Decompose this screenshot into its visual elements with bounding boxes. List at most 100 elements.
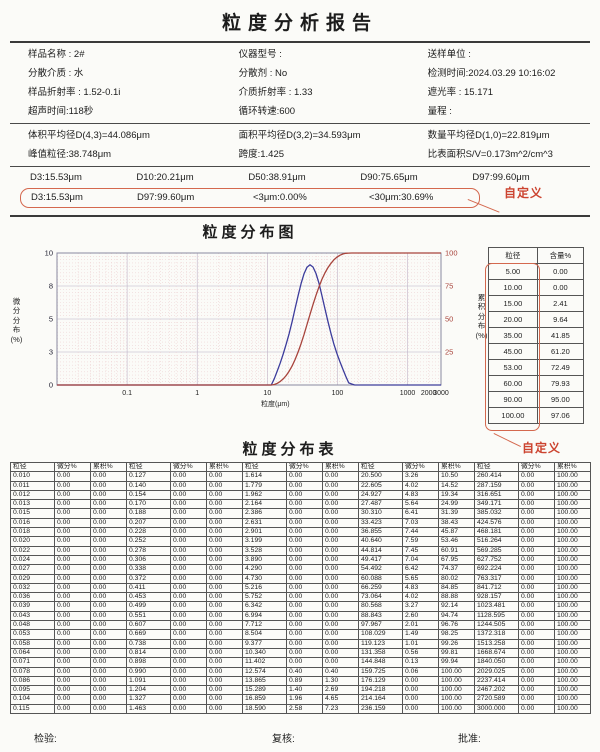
y-right-tick-label: 100 [445,249,458,258]
diff-cell: 0.00 [286,564,323,575]
diff-cell: 0.00 [170,536,207,547]
chart-ylabel-right: 累积分布(%) [475,293,488,340]
cum-cell: 0.00 [206,592,243,603]
diff-cell: 0.00 [518,517,555,529]
cum-cell: 0.00 [90,480,127,491]
table-section-title: 粒度分布表 [242,441,338,458]
size-cell: 0.013 [10,499,55,510]
custom-d-value: <3μm:0.00% [253,192,307,203]
diff-cell: 0.00 [54,610,91,622]
diff-cell: 0.40 [286,666,323,677]
size-cell: 159.725 [358,666,403,677]
size-cell: 0.170 [126,499,171,510]
report-title: 粒度分析报告 [221,13,378,34]
info-field: 样品名称 : 2# [28,49,85,60]
table-row: 0.104 0.00 0.00 1.327 0.00 0.00 16.859 1.96 4.65… [10,694,591,705]
table-row: 0.022 0.00 0.00 0.278 0.00 0.00 3.528 0.00 0.00 4… [10,545,591,556]
cum-cell: 100.00 [554,629,591,640]
diff-cell: 0.00 [170,471,207,482]
diff-cell: 0.00 [54,592,91,603]
table-cell: 0.00 [536,263,585,280]
size-cell: 44.814 [358,545,403,556]
inspector-label: 检验: [34,734,57,746]
cum-cell: 0.00 [322,554,359,566]
size-cell: 0.306 [126,554,171,566]
diff-cell: 0.00 [286,657,323,668]
diff-cell: 0.00 [286,647,323,659]
table-cell: 35.00 [488,327,538,344]
size-cell: 0.058 [10,638,55,649]
diff-cell: 0.00 [170,638,207,649]
table-row: 0.029 0.00 0.00 0.372 0.00 0.00 4.730 0.00 0.00 6… [10,573,591,584]
table-cell: 45.00 [488,343,538,360]
cum-cell: 67.95 [438,554,475,566]
size-cell: 0.043 [10,610,55,622]
diff-cell: 0.00 [170,666,207,677]
diff-cell: 0.00 [170,489,207,501]
size-cell: 287.159 [474,480,519,491]
size-cell: 0.095 [10,685,55,696]
size-cell: 316.651 [474,489,519,501]
diff-cell: 1.40 [286,685,323,696]
table-cell: 100.00 [488,407,538,424]
cum-cell: 0.00 [90,471,127,482]
cum-cell: 100.00 [554,554,591,566]
size-cell: 0.411 [126,582,171,594]
cum-cell: 0.00 [90,675,127,687]
diff-cell: 0.00 [286,480,323,491]
cum-cell: 31.39 [438,508,475,519]
size-cell: 12.574 [242,666,287,677]
mean-size-value: 数量平均径D(1,0)=22.819μm [427,130,550,141]
cum-cell: 0.00 [206,638,243,649]
diff-cell: 0.00 [170,582,207,594]
table-row: 0.011 0.00 0.00 0.140 0.00 0.00 1.779 0.00 0.00 2… [10,480,591,491]
column-header: 粒径 [358,461,403,473]
size-cell: 108.029 [358,629,403,640]
custom-d-value: <30μm:30.69% [369,192,434,203]
cum-cell: 45.87 [438,527,475,538]
custom-annotation-label: 自定义 [504,186,544,200]
diff-cell: 0.00 [170,675,207,687]
diff-cell: 0.00 [518,694,555,705]
diff-cell: 0.00 [518,480,555,491]
table-row: 0.015 0.00 0.00 0.188 0.00 0.00 2.386 0.00 0.00 3… [10,508,591,519]
cum-cell: 0.00 [322,545,359,556]
size-cell: 131.358 [358,647,403,659]
cum-cell: 100.00 [554,508,591,519]
mean-size-grid: 体积平均径D(4,3)=44.086μm 面积平均径D(3,2)=34.593μm… [10,126,590,164]
cum-cell: 0.00 [206,564,243,575]
differential-curve [57,264,441,386]
info-field: 样品折射率 : 1.52-0.1i [28,87,121,98]
size-cell: 0.086 [10,675,55,687]
x-tick-label: 0.1 [122,390,132,397]
size-cell: 3.199 [242,536,287,547]
size-cell: 0.024 [10,554,55,566]
diff-cell: 4.02 [402,480,439,491]
size-cell: 214.164 [358,694,403,705]
diff-cell: 0.00 [286,508,323,519]
cum-cell: 0.00 [206,573,243,584]
table-cell: 90.00 [488,391,538,408]
diff-cell: 0.00 [170,527,207,538]
cum-cell: 0.00 [322,536,359,547]
diff-cell: 0.00 [286,573,323,584]
table-row: 0.053 0.00 0.00 0.669 0.00 0.00 8.504 0.00 0.00 1… [10,629,591,640]
diff-cell: 4.83 [402,582,439,594]
cum-cell: 100.00 [554,601,591,612]
diff-cell: 2.01 [402,620,439,631]
size-cell: 0.039 [10,601,55,612]
table-row: 0.095 0.00 0.00 1.204 0.00 0.00 15.289 1.40 2.69… [10,685,591,696]
diff-cell: 0.06 [402,666,439,677]
cum-cell: 0.00 [206,610,243,622]
diff-cell: 1.49 [402,629,439,640]
diff-cell: 0.00 [518,536,555,547]
table-cell: 61.20 [536,343,585,360]
cum-cell: 100.00 [554,499,591,510]
table-row: 100.00 97.06 [488,407,585,424]
cum-cell: 0.00 [90,517,127,529]
cum-cell: 0.00 [90,694,127,705]
size-cell: 1.614 [242,471,287,482]
column-header: 微分% [170,461,207,473]
mean-size-value: 比表面积S/V=0.173m^2/cm^3 [427,149,553,160]
diff-cell: 0.00 [518,499,555,510]
